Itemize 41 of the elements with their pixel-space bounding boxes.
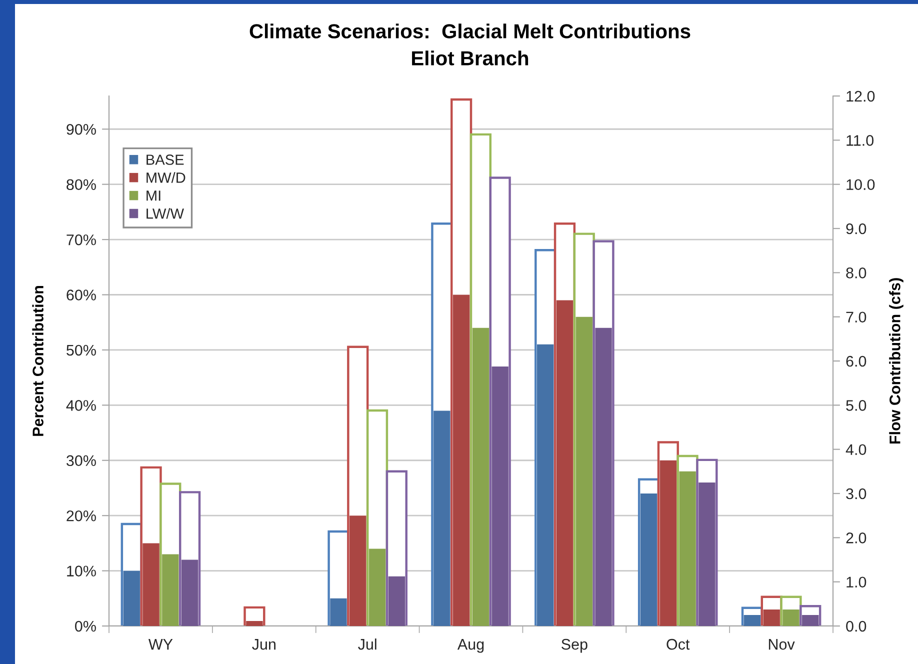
y2-tick-label: 3.0 bbox=[846, 488, 866, 500]
y-tick-label: 0% bbox=[75, 620, 96, 632]
chart-subtitle: Eliot Branch bbox=[412, 50, 528, 66]
y2-tick-label: 10.0 bbox=[846, 179, 875, 190]
y2-tick-label: 7.0 bbox=[846, 312, 866, 323]
y2-tick-label: 2.0 bbox=[846, 532, 866, 544]
legend-label: MW/D bbox=[146, 172, 186, 183]
y-tick-label: 50% bbox=[66, 344, 96, 356]
y2-tick-label: 1.0 bbox=[846, 576, 866, 588]
y-axis-title: Percent Contribution bbox=[32, 286, 44, 436]
y2-tick-label: 11.0 bbox=[846, 135, 874, 146]
y2-axis-title: Flow Contribution (cfs) bbox=[889, 278, 904, 444]
x-tick-label: Aug bbox=[457, 639, 484, 653]
chart-title: Climate Scenarios: Glacial Melt Contributions bbox=[250, 24, 690, 38]
y-tick-label: 70% bbox=[66, 234, 96, 246]
y2-tick-label: 5.0 bbox=[846, 400, 866, 411]
bar bbox=[330, 598, 347, 626]
x-tick-label: Sep bbox=[562, 638, 588, 653]
x-tick-label: Oct bbox=[666, 638, 690, 650]
legend-label: BASE bbox=[146, 154, 184, 165]
y-tick-label: 40% bbox=[66, 400, 96, 411]
y-tick-label: 20% bbox=[66, 510, 96, 522]
x-tick-label: WY bbox=[148, 639, 173, 650]
y2-tick-label: 0.0 bbox=[846, 620, 866, 632]
y2-tick-label: 6.0 bbox=[846, 356, 866, 367]
bar bbox=[246, 621, 263, 626]
y-tick-label: 30% bbox=[66, 455, 96, 466]
y-tick-label: 80% bbox=[66, 179, 96, 190]
legend-label: LW/W bbox=[146, 208, 184, 219]
y2-tick-label: 9.0 bbox=[846, 223, 866, 234]
legend-label: MI bbox=[146, 190, 160, 201]
bar bbox=[388, 576, 405, 626]
y-tick-label: 90% bbox=[66, 124, 96, 135]
y2-tick-label: 12.0 bbox=[846, 90, 875, 102]
x-tick-label: Nov bbox=[768, 639, 795, 650]
y-tick-label: 10% bbox=[67, 566, 96, 576]
y-tick-label: 60% bbox=[66, 290, 96, 300]
x-tick-label: Jul bbox=[358, 638, 376, 650]
y2-tick-label: 4.0 bbox=[846, 444, 866, 456]
y2-tick-label: 8.0 bbox=[846, 268, 866, 278]
x-tick-label: Jun bbox=[252, 639, 276, 650]
